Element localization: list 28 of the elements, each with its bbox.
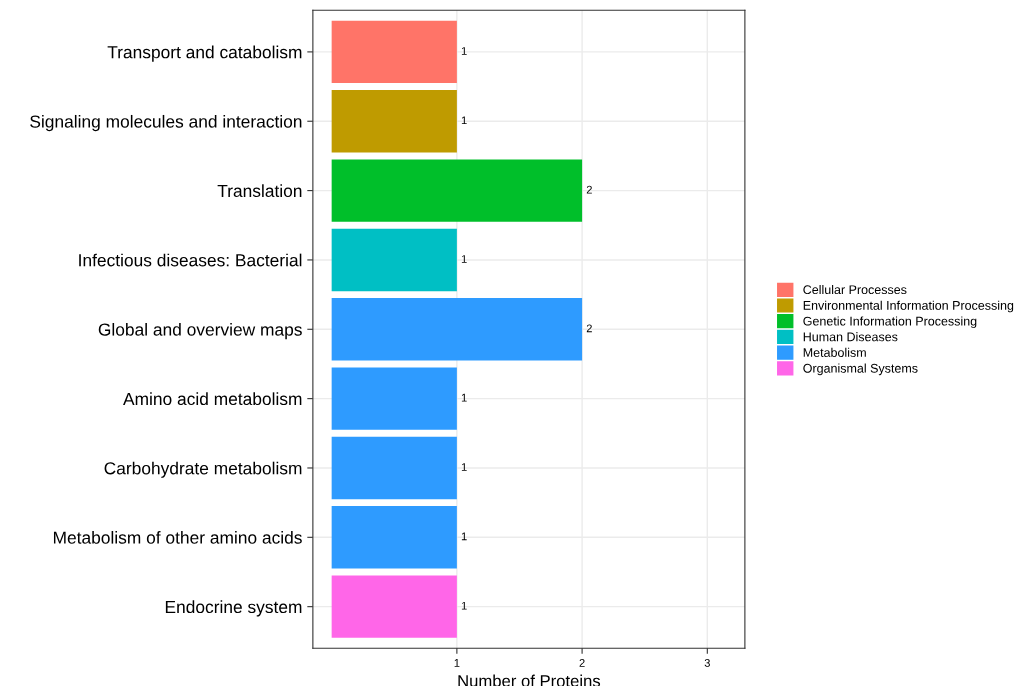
- x-axis-title: Number of Proteins: [458, 674, 601, 686]
- y-tick-label: Metabolism of other amino acids: [53, 531, 302, 544]
- legend-label: Metabolism: [803, 347, 866, 357]
- x-tick-label: 1: [454, 659, 460, 667]
- legend-label: Genetic Information Processing: [803, 316, 977, 329]
- y-tick-label: Transport and catabolism: [107, 45, 302, 62]
- y-tick-label: Amino acid metabolism: [123, 392, 302, 406]
- y-tick-label: Infectious diseases: Bacterial: [79, 253, 302, 267]
- legend-label: Environmental Information Processing: [803, 300, 1014, 313]
- data-label: 1: [461, 393, 467, 402]
- data-label: 1: [461, 463, 467, 471]
- data-label: 2: [586, 324, 592, 333]
- legend-label: Organismal Systems: [803, 363, 918, 376]
- data-label: 2: [586, 185, 592, 194]
- legend-label: Human Diseases: [803, 332, 898, 342]
- y-tick-label: Signaling molecules and interaction: [30, 114, 302, 132]
- data-label: 1: [461, 601, 467, 610]
- data-label: 1: [461, 532, 467, 541]
- data-label: 1: [461, 255, 467, 263]
- y-tick-label: Endocrine system: [165, 600, 302, 617]
- x-tick-label: 3: [704, 658, 710, 667]
- y-tick-label: Global and overview maps: [98, 322, 302, 340]
- x-tick-label: 2: [579, 658, 585, 667]
- y-tick-label: Carbohydrate metabolism: [104, 461, 302, 478]
- data-label: 1: [461, 47, 467, 55]
- legend-label: Cellular Processes: [803, 284, 907, 295]
- data-label: 1: [461, 116, 467, 125]
- y-tick-label: Translation: [217, 184, 302, 198]
